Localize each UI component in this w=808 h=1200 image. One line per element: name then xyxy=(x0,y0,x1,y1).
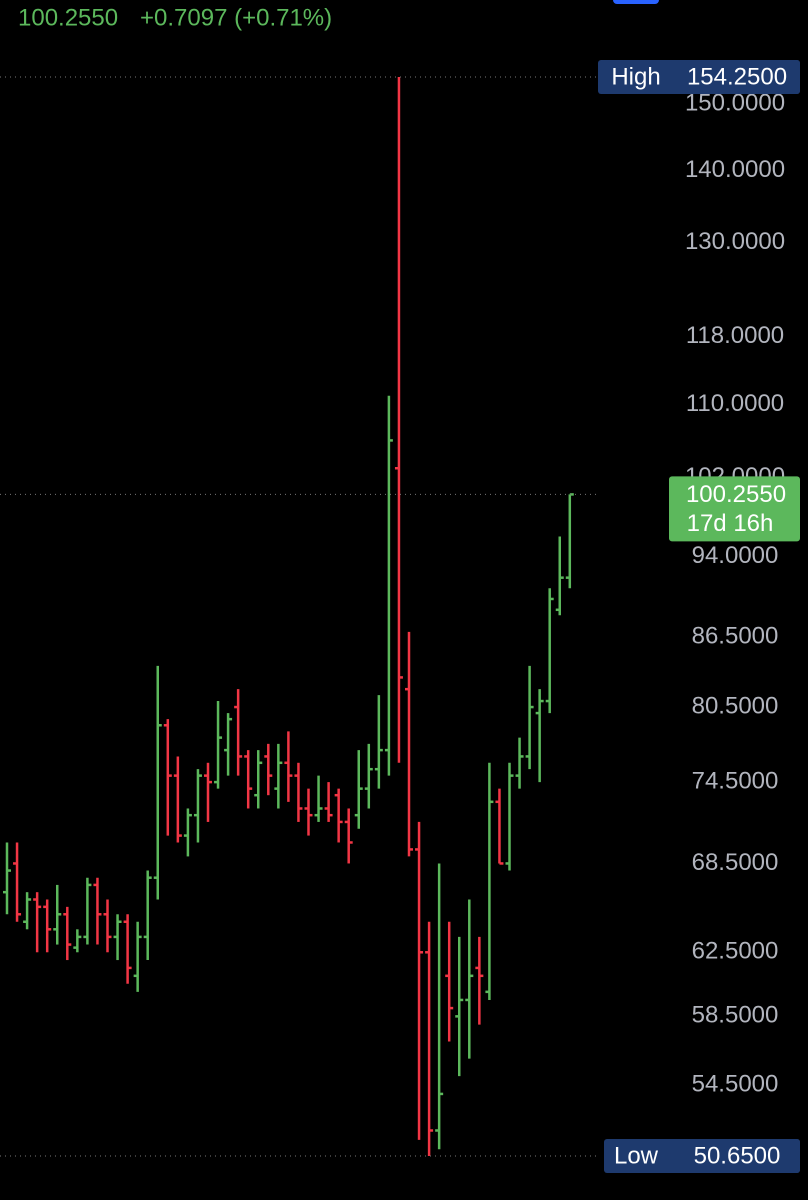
y-tick-label: 74.5000 xyxy=(692,767,779,794)
y-tick-label: 118.0000 xyxy=(686,322,784,349)
y-tick-label: 62.5000 xyxy=(692,938,779,965)
y-tick-label: 54.5000 xyxy=(692,1070,779,1097)
y-tick-label: 110.0000 xyxy=(686,390,784,417)
y-tick-label: 80.5000 xyxy=(692,692,779,719)
y-tick-label: 58.5000 xyxy=(692,1002,779,1029)
header-change: +0.7097 (+0.71%) xyxy=(140,4,332,31)
y-tick-label: 140.0000 xyxy=(685,156,785,183)
y-tick-label: 86.5000 xyxy=(692,623,779,650)
low-name: Low xyxy=(614,1142,659,1169)
high-value: 154.2500 xyxy=(687,63,787,90)
low-value: 50.6500 xyxy=(694,1142,781,1169)
toolbar-button[interactable] xyxy=(613,0,659,4)
countdown: 17d 16h xyxy=(687,510,774,537)
high-name: High xyxy=(611,63,660,90)
header-price: 100.2550 xyxy=(18,4,118,31)
last-price-value: 100.2550 xyxy=(686,481,786,508)
y-tick-label: 94.0000 xyxy=(692,542,779,569)
high-value-box xyxy=(675,59,800,94)
y-tick-label: 130.0000 xyxy=(685,228,785,255)
y-tick-label: 68.5000 xyxy=(692,849,779,876)
low-value-box xyxy=(675,1138,800,1173)
last-price-box xyxy=(669,476,800,542)
